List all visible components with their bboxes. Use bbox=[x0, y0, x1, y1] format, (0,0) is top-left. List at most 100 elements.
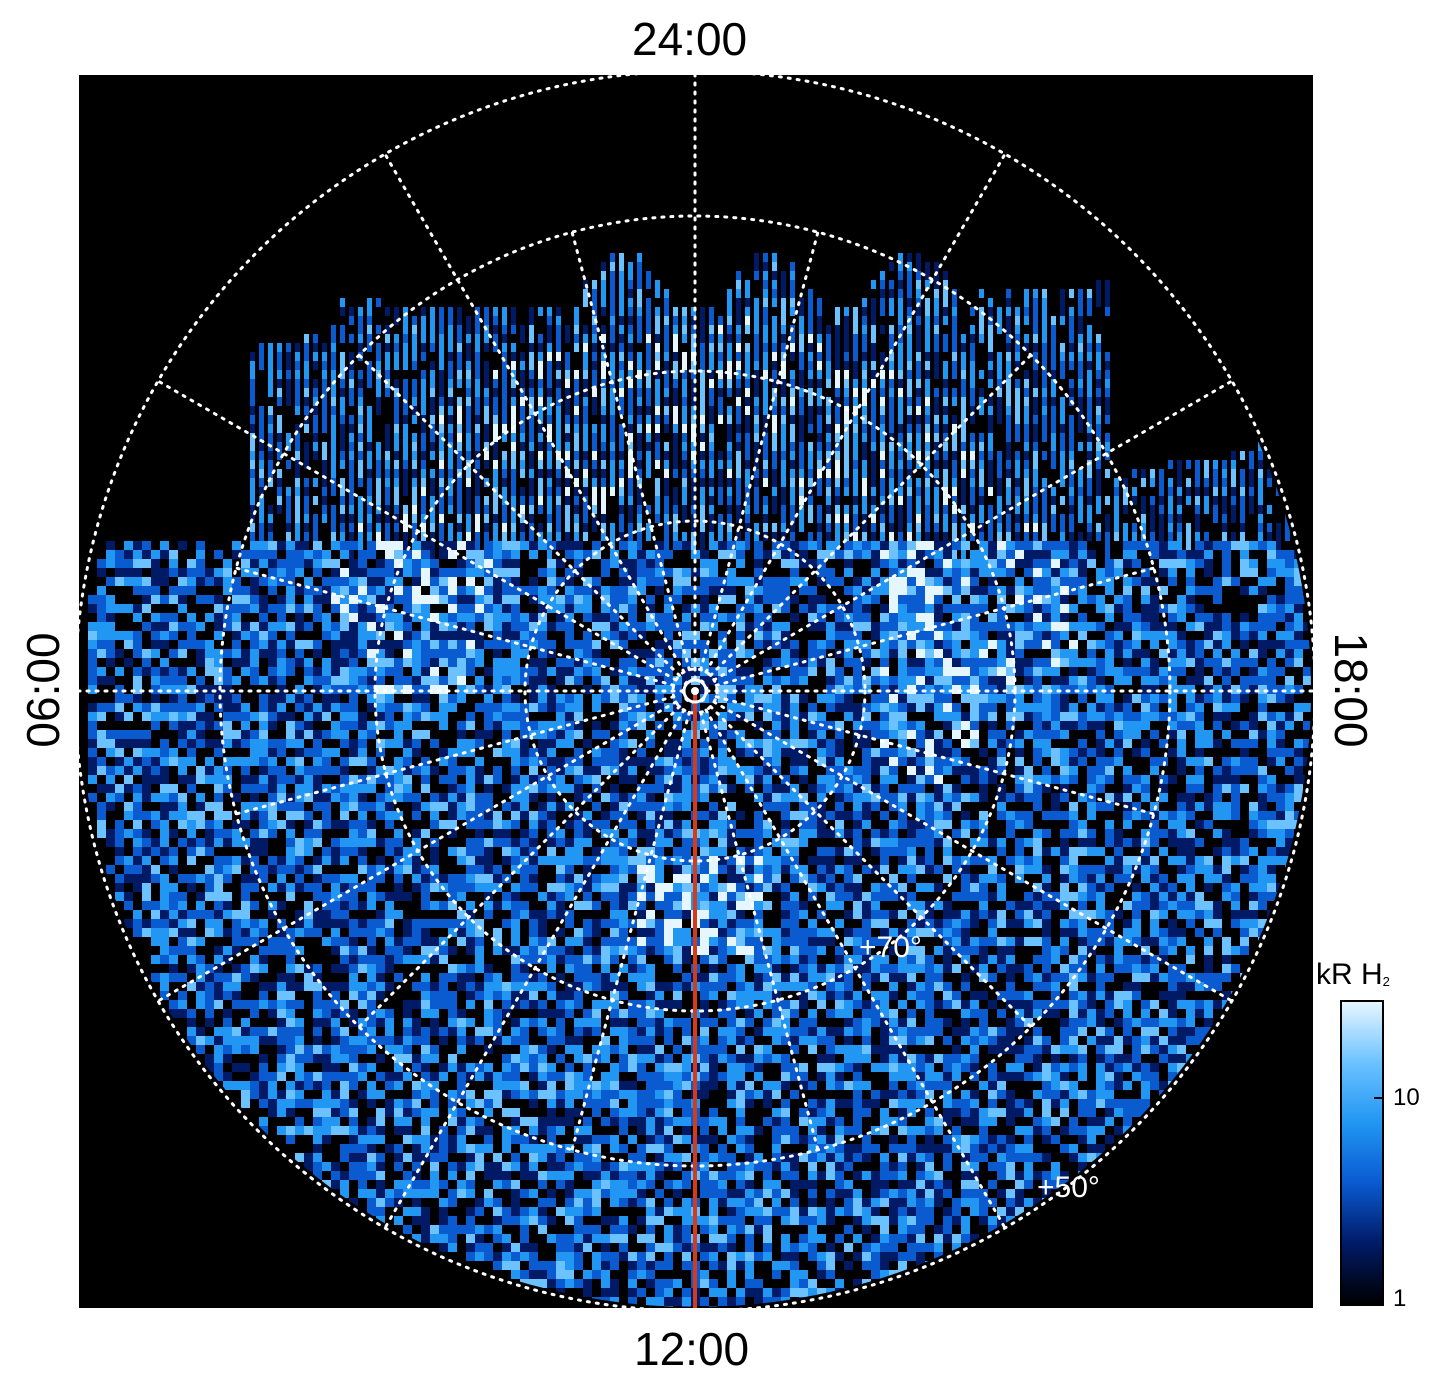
emission-pixel bbox=[772, 730, 781, 739]
emission-pixel bbox=[547, 703, 556, 712]
emission-pixel bbox=[718, 676, 727, 685]
emission-pixel bbox=[358, 730, 367, 739]
emission-pixel bbox=[1213, 766, 1222, 775]
emission-pixel bbox=[574, 469, 579, 478]
emission-pixel bbox=[538, 568, 547, 577]
emission-pixel bbox=[583, 586, 592, 595]
emission-pixel bbox=[970, 415, 975, 424]
emission-pixel bbox=[385, 586, 394, 595]
emission-pixel bbox=[673, 712, 682, 721]
emission-pixel bbox=[619, 532, 624, 541]
emission-pixel bbox=[1015, 424, 1020, 442]
emission-pixel bbox=[826, 478, 831, 487]
emission-pixel bbox=[799, 316, 804, 343]
emission-pixel bbox=[259, 550, 268, 559]
emission-pixel bbox=[358, 631, 367, 640]
emission-pixel bbox=[898, 730, 907, 739]
emission-pixel bbox=[664, 685, 673, 694]
emission-pixel bbox=[340, 397, 345, 415]
emission-pixel bbox=[358, 559, 367, 568]
emission-pixel bbox=[925, 280, 930, 289]
emission-pixel bbox=[853, 424, 858, 433]
emission-pixel bbox=[970, 568, 979, 577]
emission-pixel bbox=[313, 649, 322, 658]
emission-pixel bbox=[1159, 496, 1164, 505]
emission-pixel bbox=[1285, 676, 1294, 685]
emission-pixel bbox=[106, 595, 115, 604]
emission-pixel bbox=[880, 649, 889, 658]
emission-pixel bbox=[511, 604, 520, 613]
emission-pixel bbox=[718, 748, 727, 757]
emission-pixel bbox=[646, 577, 655, 586]
emission-pixel bbox=[340, 613, 349, 622]
emission-pixel bbox=[565, 433, 570, 442]
emission-pixel bbox=[925, 604, 934, 613]
emission-pixel bbox=[601, 631, 610, 640]
emission-pixel bbox=[592, 577, 601, 586]
emission-pixel bbox=[178, 604, 187, 613]
emission-pixel bbox=[475, 730, 484, 739]
emission-pixel bbox=[889, 676, 898, 685]
emission-pixel bbox=[610, 433, 615, 442]
emission-pixel bbox=[871, 550, 880, 559]
emission-pixel bbox=[1042, 595, 1051, 604]
emission-pixel bbox=[142, 541, 151, 550]
emission-pixel bbox=[682, 334, 687, 343]
emission-pixel bbox=[475, 352, 480, 370]
emission-pixel bbox=[646, 739, 655, 748]
emission-pixel bbox=[466, 514, 471, 541]
emission-pixel bbox=[1141, 505, 1146, 514]
emission-pixel bbox=[1240, 487, 1245, 496]
emission-pixel bbox=[169, 748, 178, 757]
emission-pixel bbox=[1294, 703, 1303, 712]
emission-pixel bbox=[799, 604, 808, 613]
emission-pixel bbox=[268, 703, 277, 712]
emission-pixel bbox=[907, 487, 912, 496]
emission-pixel bbox=[232, 595, 241, 604]
emission-pixel bbox=[1123, 694, 1132, 703]
emission-pixel bbox=[691, 640, 700, 649]
emission-pixel bbox=[511, 775, 520, 784]
emission-pixel bbox=[340, 784, 349, 793]
emission-pixel bbox=[916, 739, 925, 748]
emission-pixel bbox=[754, 415, 759, 424]
emission-pixel bbox=[403, 604, 412, 613]
emission-pixel bbox=[1168, 685, 1177, 694]
emission-pixel bbox=[763, 694, 772, 703]
emission-pixel bbox=[358, 748, 367, 757]
emission-pixel bbox=[286, 667, 295, 676]
emission-pixel bbox=[493, 433, 498, 442]
emission-pixel bbox=[880, 685, 889, 694]
emission-pixel bbox=[781, 631, 790, 640]
emission-pixel bbox=[259, 766, 268, 775]
emission-pixel bbox=[1168, 748, 1177, 757]
emission-pixel bbox=[781, 721, 790, 730]
emission-pixel bbox=[826, 352, 831, 361]
emission-pixel bbox=[592, 613, 601, 622]
emission-pixel bbox=[466, 352, 471, 361]
emission-pixel bbox=[952, 766, 961, 775]
emission-pixel bbox=[916, 550, 925, 559]
emission-pixel bbox=[1060, 361, 1065, 379]
emission-pixel bbox=[619, 307, 624, 316]
emission-pixel bbox=[1186, 703, 1195, 712]
emission-pixel bbox=[304, 550, 313, 559]
emission-pixel bbox=[1033, 685, 1042, 694]
emission-pixel bbox=[664, 352, 669, 361]
emission-pixel bbox=[979, 514, 984, 523]
emission-pixel bbox=[943, 667, 952, 676]
emission-pixel bbox=[916, 451, 921, 460]
emission-pixel bbox=[853, 622, 862, 631]
emission-pixel bbox=[376, 712, 385, 721]
emission-pixel bbox=[97, 739, 106, 748]
emission-pixel bbox=[1150, 640, 1159, 649]
emission-pixel bbox=[214, 721, 223, 730]
emission-pixel bbox=[1240, 631, 1249, 640]
emission-pixel bbox=[1222, 712, 1231, 721]
emission-pixel bbox=[241, 550, 250, 559]
emission-pixel bbox=[1195, 541, 1204, 550]
emission-pixel bbox=[871, 676, 880, 685]
emission-pixel bbox=[664, 532, 669, 550]
emission-pixel bbox=[745, 595, 754, 604]
emission-pixel bbox=[601, 730, 610, 739]
